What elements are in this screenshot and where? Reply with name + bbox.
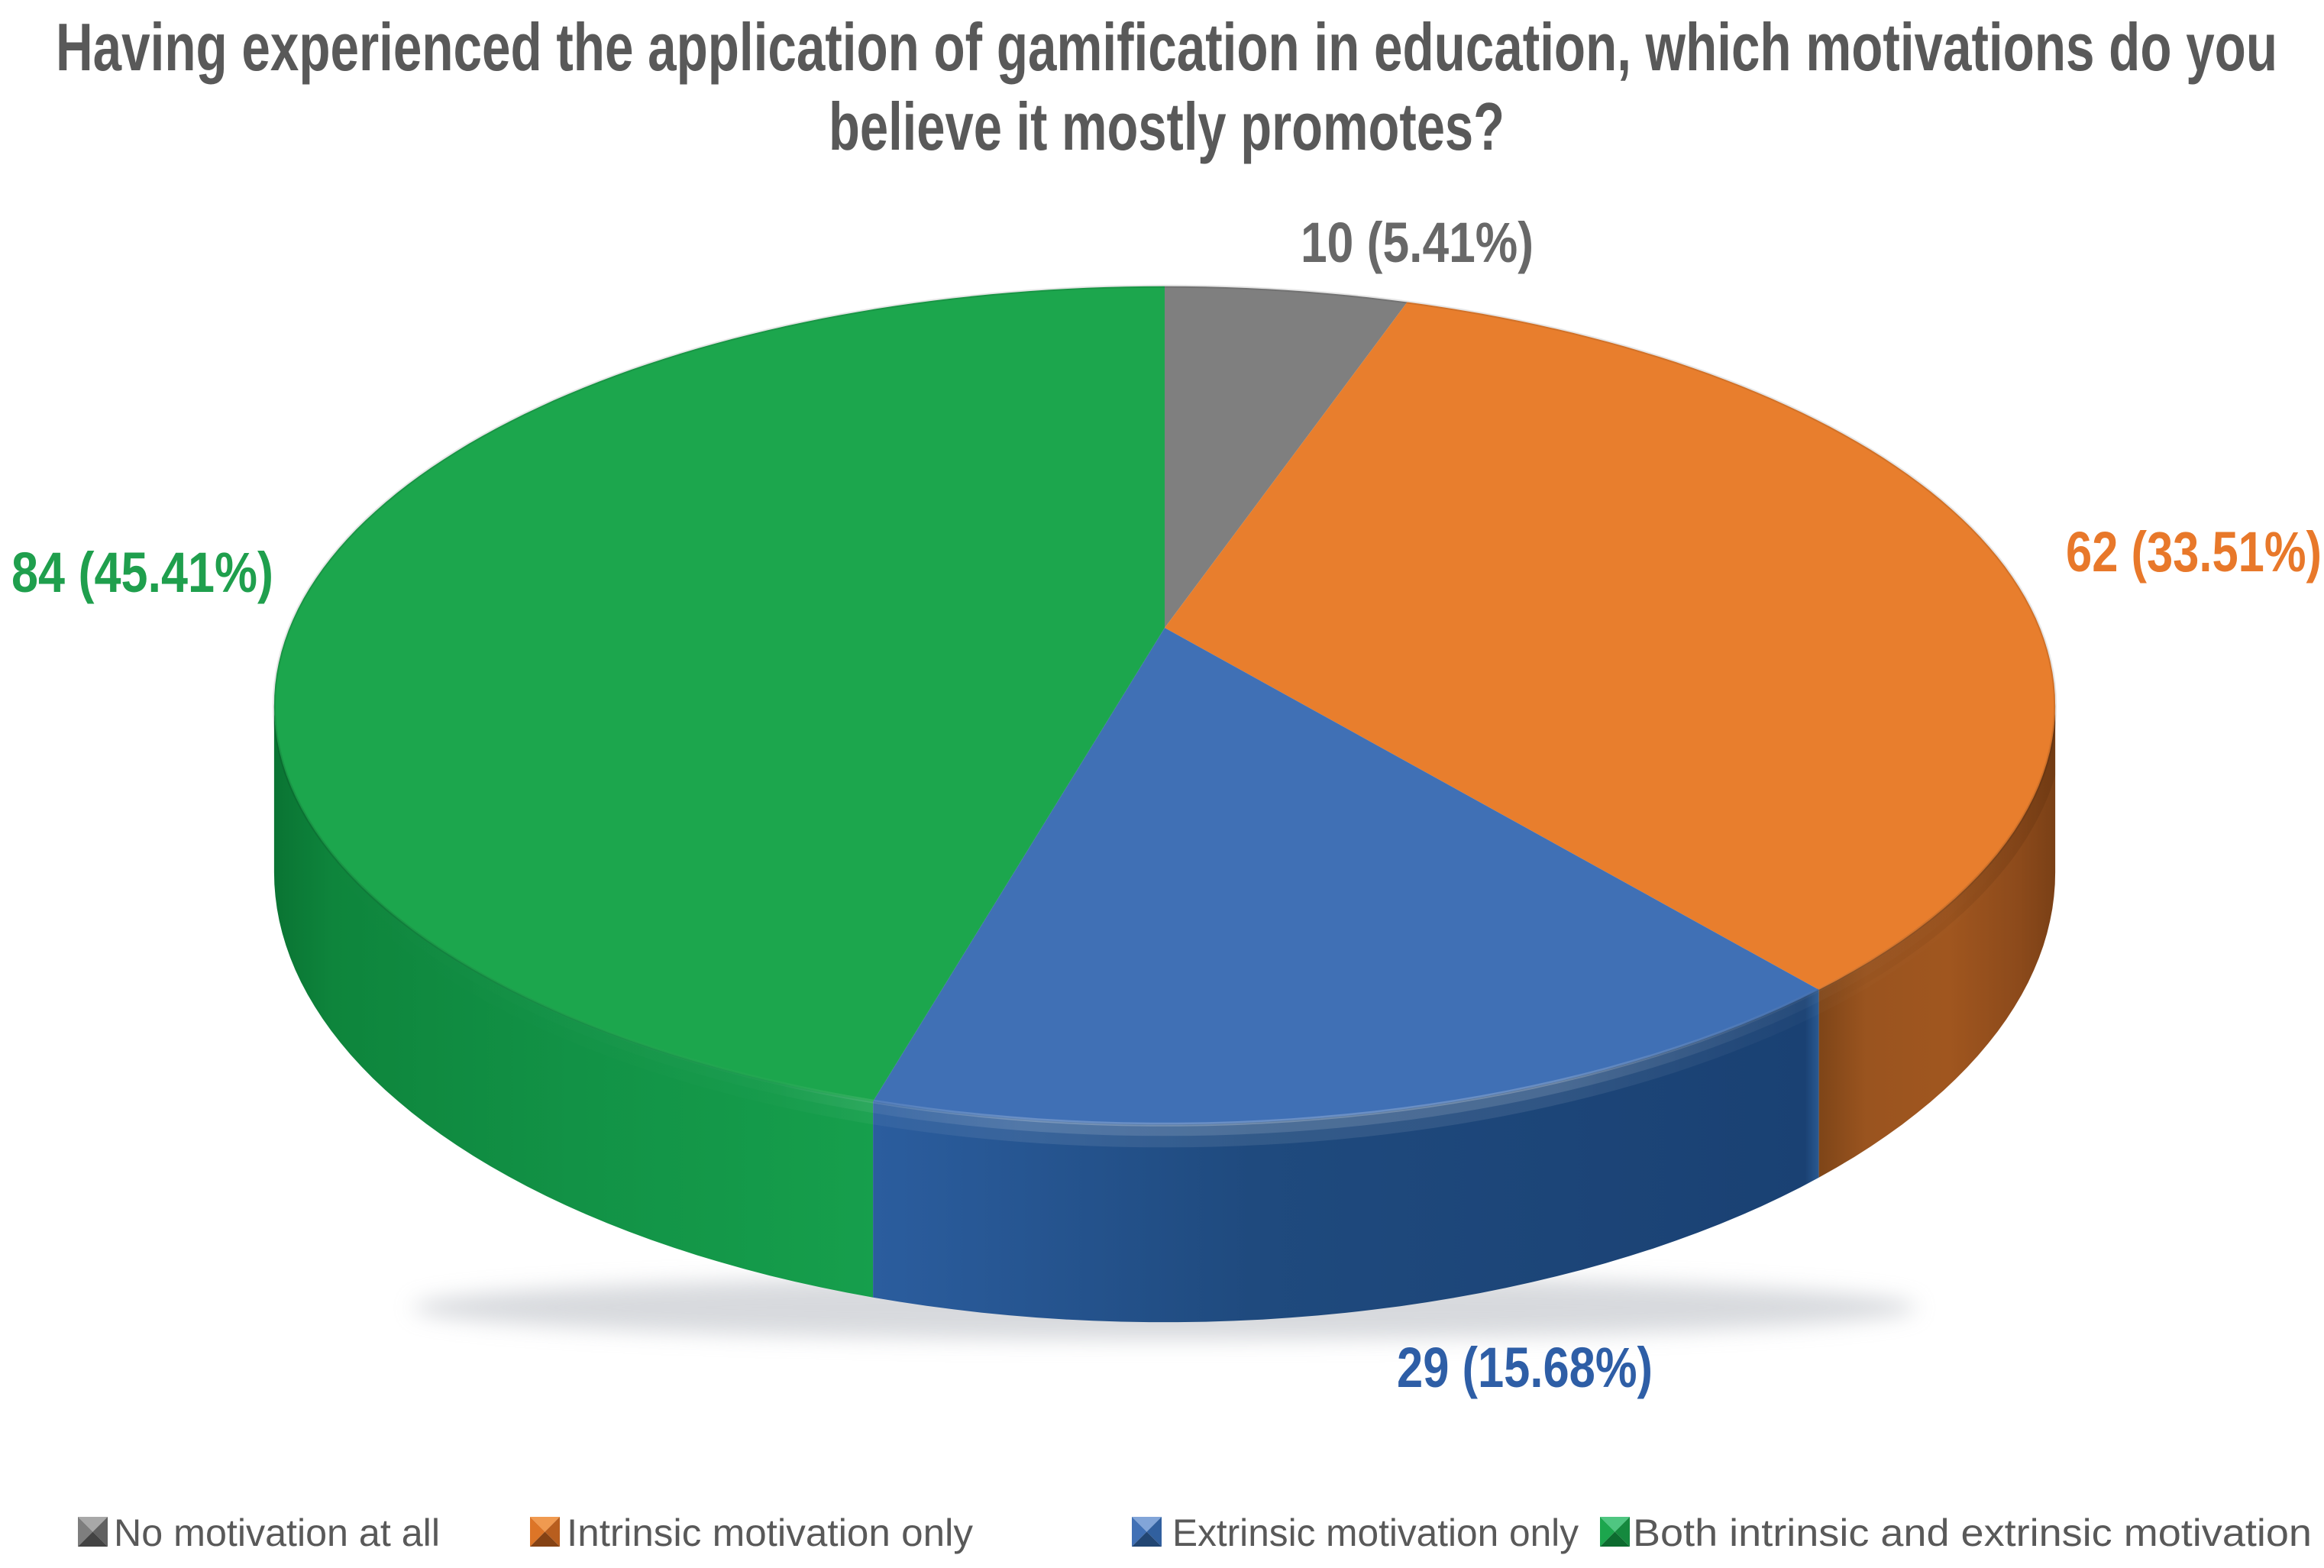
svg-text:Having experienced the applica: Having experienced the application of ga…	[56, 9, 2277, 85]
svg-text:10 (5.41%): 10 (5.41%)	[1301, 211, 1534, 274]
svg-text:No motivation at all: No motivation at all	[114, 1511, 440, 1554]
svg-text:84 (45.41%): 84 (45.41%)	[11, 541, 273, 604]
svg-text:29 (15.68%): 29 (15.68%)	[1397, 1336, 1653, 1399]
svg-text:believe it mostly promotes?: believe it mostly promotes?	[829, 89, 1505, 164]
svg-text:Intrinsic motivation only: Intrinsic motivation only	[567, 1511, 973, 1554]
svg-text:62 (33.51%): 62 (33.51%)	[2066, 520, 2322, 584]
svg-text:Both intrinsic and extrinsic m: Both intrinsic and extrinsic motivation	[1633, 1511, 2312, 1554]
svg-text:Extrinsic motivation only: Extrinsic motivation only	[1172, 1511, 1579, 1554]
